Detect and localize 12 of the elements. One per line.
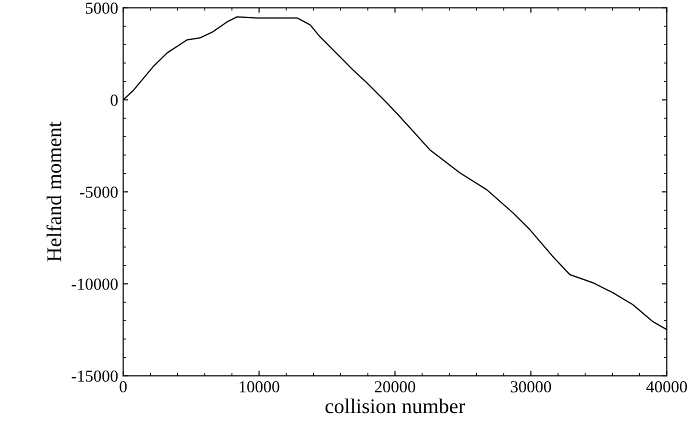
y-tick-label: -15000 (72, 370, 118, 382)
x-axis-title: collision number (325, 398, 466, 414)
x-tick-label: 10000 (240, 381, 280, 392)
x-tick-label: 30000 (510, 381, 552, 392)
x-tick-label: 0 (120, 381, 127, 392)
y-tick-label: -10000 (72, 278, 118, 290)
y-axis-title: Helfand moment (46, 122, 62, 262)
y-tick-label: -5000 (80, 186, 118, 198)
y-tick-label: 5000 (86, 2, 118, 14)
x-tick-label: 40000 (646, 381, 687, 392)
x-tick-label: 20000 (374, 381, 416, 392)
y-tick-label: 0 (110, 94, 118, 106)
